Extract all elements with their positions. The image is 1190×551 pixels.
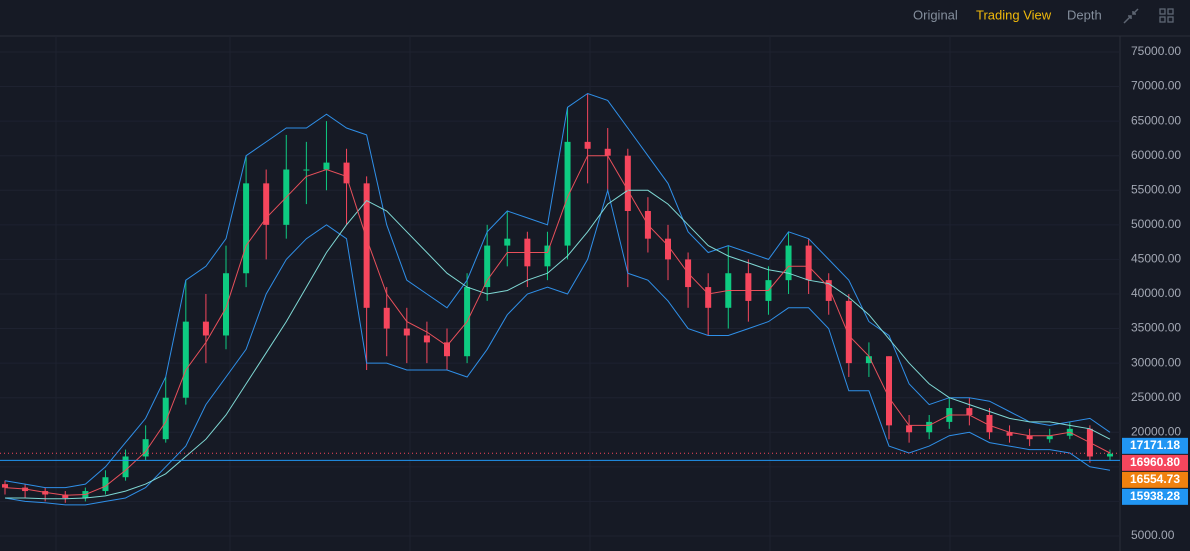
y-tick-label: 40000.00 — [1131, 286, 1181, 300]
y-tick-label: 75000.00 — [1131, 44, 1181, 58]
candle-body — [62, 494, 69, 498]
tab[interactable]: Depth — [1067, 7, 1102, 22]
candle-body — [223, 273, 229, 336]
indicator-line — [4, 92, 1111, 489]
candle-body — [845, 300, 852, 364]
y-tick-label: 70000.00 — [1131, 79, 1181, 93]
candle-body — [102, 477, 109, 492]
candle-body — [263, 183, 270, 225]
candle-body — [504, 238, 511, 246]
indicator-line — [5, 189, 1111, 500]
candle-body — [383, 307, 390, 329]
y-tick-label: 65000.00 — [1131, 113, 1181, 127]
candle-body — [403, 328, 410, 336]
candle-body — [926, 421, 933, 433]
candle-body — [825, 280, 832, 301]
candle-body — [805, 245, 812, 281]
candle-body — [906, 425, 913, 433]
y-tick-label: 35000.00 — [1131, 321, 1181, 335]
price-tag-label: 15938.28 — [1130, 489, 1180, 503]
candle-body — [705, 287, 712, 308]
price-tag — [1122, 437, 1188, 454]
grid — [0, 36, 1120, 551]
candle-body — [1026, 435, 1033, 440]
candle-body — [243, 183, 250, 274]
shrink-icon[interactable] — [1123, 8, 1139, 24]
candle-body — [966, 408, 973, 415]
candle-body — [1006, 432, 1013, 436]
candle-body — [162, 397, 169, 440]
indicator-line — [4, 155, 1111, 496]
candle-body — [1107, 453, 1113, 457]
y-tick-label: 45000.00 — [1131, 252, 1181, 266]
candle-body — [665, 238, 671, 260]
indicator-line — [4, 188, 1111, 506]
price-tag-label: 17171.18 — [1130, 438, 1180, 452]
price-tag — [1122, 488, 1188, 505]
candle-body — [343, 162, 350, 184]
candle-body — [986, 414, 993, 433]
candle-body — [423, 335, 430, 343]
layout-icon[interactable] — [1159, 8, 1174, 23]
candle-body — [604, 148, 611, 156]
y-tick-label: 5000.00 — [1131, 528, 1175, 542]
candle-body — [584, 141, 591, 149]
candle-body — [544, 245, 551, 267]
price-tag — [1122, 471, 1188, 488]
candle-body — [363, 183, 370, 308]
price-tag-label: 16554.73 — [1130, 472, 1180, 486]
candle-body — [182, 321, 189, 398]
candle-body — [865, 356, 872, 364]
candle-body — [122, 456, 129, 478]
candle-body — [142, 439, 149, 457]
candle-body — [886, 356, 892, 426]
y-tick-label: 50000.00 — [1131, 217, 1181, 231]
candle-body — [785, 245, 792, 281]
y-tick-label: 30000.00 — [1131, 355, 1181, 369]
price-tag-label: 16960.80 — [1130, 455, 1180, 469]
candle-body — [303, 169, 310, 171]
candle-body — [564, 141, 571, 246]
candle-body — [202, 321, 209, 336]
y-tick-label: 20000.00 — [1131, 424, 1181, 438]
y-tick-label: 55000.00 — [1131, 182, 1181, 196]
tab[interactable]: Original — [913, 7, 958, 22]
candle-body — [444, 342, 450, 357]
candle-body — [1046, 435, 1053, 440]
candle-body — [745, 273, 752, 301]
candle-body — [624, 155, 631, 212]
candle-body — [323, 162, 330, 170]
candle-body — [2, 484, 8, 488]
y-tick-label: 25000.00 — [1131, 390, 1181, 404]
tab[interactable]: Trading View — [976, 7, 1052, 22]
candle-body — [484, 245, 491, 288]
price-tag — [1122, 454, 1188, 471]
tab-bar: Original Trading View Depth — [913, 7, 1102, 22]
y-tick-label: 60000.00 — [1131, 148, 1181, 162]
